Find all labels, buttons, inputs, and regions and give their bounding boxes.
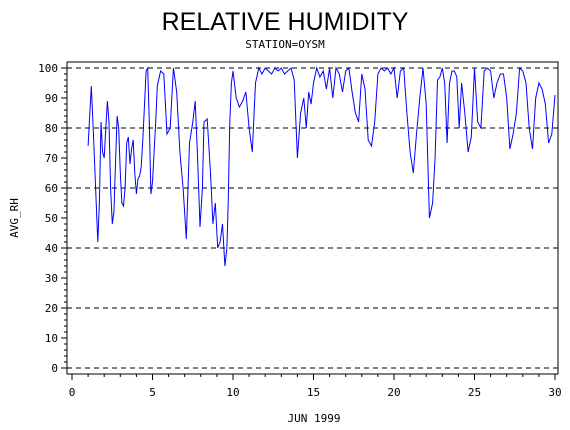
y-tick-label: 100 — [38, 62, 58, 75]
x-tick-label: 30 — [548, 386, 561, 399]
series-group — [87, 66, 556, 267]
chart-title: RELATIVE HUMIDITY — [162, 8, 409, 36]
y-tick-label: 60 — [45, 182, 58, 195]
y-tick-label: 0 — [51, 362, 58, 375]
x-tick-label: 15 — [307, 386, 320, 399]
x-tick-label: 10 — [226, 386, 239, 399]
y-tick-label: 70 — [45, 152, 58, 165]
y-tick-label: 80 — [45, 122, 58, 135]
series-line-0 — [87, 66, 556, 267]
y-tick-label: 50 — [45, 212, 58, 225]
y-tick-label: 30 — [45, 272, 58, 285]
x-axis-label: JUN 1999 — [288, 412, 341, 425]
gridlines — [67, 67, 558, 369]
y-tick-label: 20 — [45, 302, 58, 315]
y-tick-label: 10 — [45, 332, 58, 345]
chart-subtitle: STATION=OYSM — [245, 38, 325, 51]
x-tick-label: 5 — [149, 386, 156, 399]
y-tick-label: 90 — [45, 92, 58, 105]
x-tick-label: 25 — [468, 386, 481, 399]
plot-frame — [66, 61, 559, 375]
y-axis-label: AVG_RH — [8, 198, 21, 238]
y-axis: 0 10 20 30 40 50 60 70 80 90 100 — [38, 62, 67, 375]
x-tick-label: 0 — [69, 386, 76, 399]
y-tick-label: 40 — [45, 242, 58, 255]
x-tick-label: 20 — [387, 386, 400, 399]
x-axis: 0 5 10 15 20 25 30 — [69, 374, 562, 399]
